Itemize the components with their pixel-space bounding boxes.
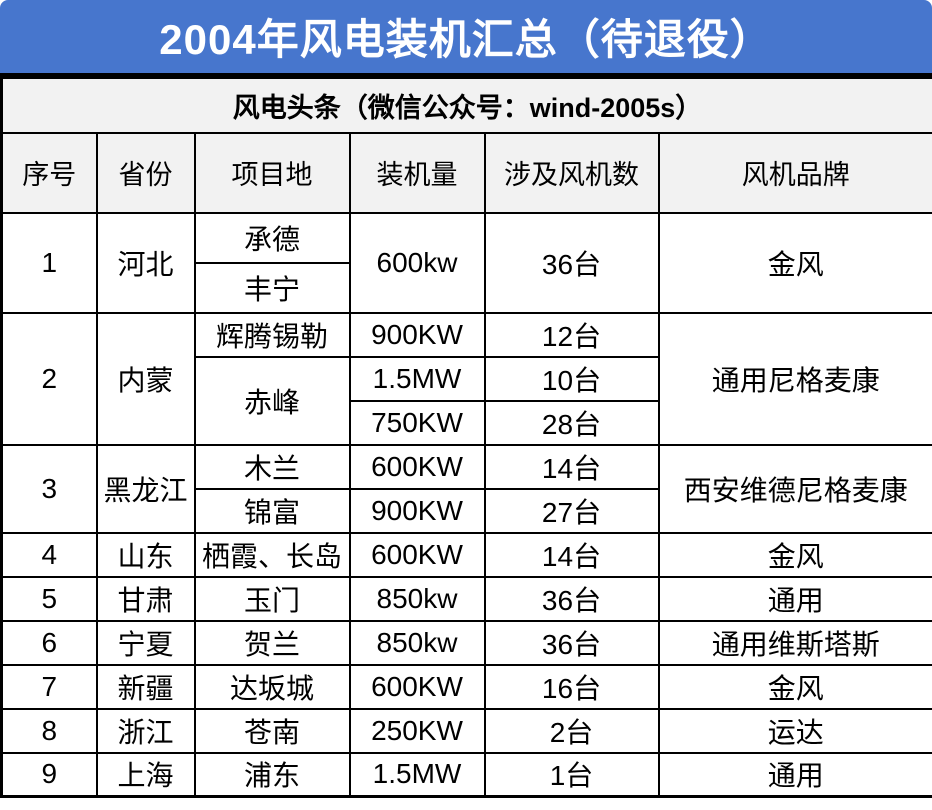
col-header-site: 项目地 [193,131,351,214]
cell-brand: 金风 [657,211,932,314]
col-header-turbine-count: 涉及风机数 [483,131,660,214]
cell-brand: 运达 [657,707,932,754]
cell-capacity: 1.5MW [348,355,486,402]
subtitle: 风电头条（微信公众号：wind-2005s） [0,76,932,134]
cell-site: 锦富 [193,487,351,534]
cell-site: 承德 [193,211,351,264]
cell-province: 新疆 [95,663,196,710]
cell-capacity: 1.5MW [348,751,486,798]
cell-capacity: 250KW [348,707,486,754]
cell-site: 苍南 [193,707,351,754]
wind-install-table: 风电头条（微信公众号：wind-2005s） 序号 省份 项目地 装机量 涉及风… [0,76,932,798]
cell-turbine-count: 1台 [483,751,660,798]
cell-province: 上海 [95,751,196,798]
cell-no: 6 [0,619,98,666]
cell-no: 5 [0,575,98,622]
cell-province: 山东 [95,531,196,578]
cell-no: 2 [0,311,98,446]
col-header-no: 序号 [0,131,98,214]
cell-turbine-count: 28台 [483,399,660,446]
table-row: 2 内蒙 辉腾锡勒 900KW 12台 通用尼格麦康 [0,311,932,446]
cell-turbine-count: 36台 [483,575,660,622]
cell-capacity: 900KW [348,487,486,534]
cell-capacity: 600KW [348,443,486,490]
cell-province: 内蒙 [95,311,196,446]
cell-brand: 通用 [657,751,932,798]
cell-province: 甘肃 [95,575,196,622]
cell-capacity: 600KW [348,663,486,710]
cell-province: 宁夏 [95,619,196,666]
table-row: 9 上海 浦东 1.5MW 1台 通用 [0,751,932,798]
title-bar: 2004年风电装机汇总（待退役） [0,0,932,76]
cell-site: 木兰 [193,443,351,490]
cell-no: 3 [0,443,98,534]
cell-brand: 金风 [657,663,932,710]
page-title: 2004年风电装机汇总（待退役） [159,16,773,63]
cell-capacity: 900KW [348,311,486,358]
cell-site: 浦东 [193,751,351,798]
cell-turbine-count: 12台 [483,311,660,358]
cell-brand: 金风 [657,531,932,578]
cell-turbine-count: 10台 [483,355,660,402]
cell-province: 浙江 [95,707,196,754]
cell-capacity: 850kw [348,619,486,666]
cell-brand: 通用维斯塔斯 [657,619,932,666]
cell-site: 达坂城 [193,663,351,710]
cell-capacity: 600kw [348,211,486,314]
cell-brand: 西安维德尼格麦康 [657,443,932,534]
cell-site: 贺兰 [193,619,351,666]
cell-capacity: 850kw [348,575,486,622]
cell-capacity: 750KW [348,399,486,446]
table-row: 5 甘肃 玉门 850kw 36台 通用 [0,575,932,622]
cell-site: 赤峰 [193,355,351,446]
cell-turbine-count: 36台 [483,619,660,666]
table-row: 1 河北 承德 600kw 36台 金风 [0,211,932,314]
table-row: 丰宁 [2,261,932,314]
cell-no: 1 [0,211,98,314]
table-row: 6 宁夏 贺兰 850kw 36台 通用维斯塔斯 [0,619,932,666]
table-row: 7 新疆 达坂城 600KW 16台 金风 [0,663,932,710]
cell-turbine-count: 14台 [483,443,660,490]
cell-no: 4 [0,531,98,578]
cell-turbine-count: 27台 [483,487,660,534]
cell-brand: 通用尼格麦康 [657,311,932,446]
cell-site: 栖霞、长岛 [193,531,351,578]
cell-capacity: 600KW [348,531,486,578]
cell-brand: 通用 [657,575,932,622]
cell-site: 辉腾锡勒 [193,311,351,358]
cell-turbine-count: 14台 [483,531,660,578]
cell-province: 黑龙江 [95,443,196,534]
table-row: 4 山东 栖霞、长岛 600KW 14台 金风 [0,531,932,578]
cell-site: 玉门 [193,575,351,622]
cell-province: 河北 [95,211,196,314]
col-header-brand: 风机品牌 [657,131,932,214]
table-row: 3 黑龙江 木兰 600KW 14台 西安维德尼格麦康 [0,443,932,534]
cell-no: 8 [0,707,98,754]
table-row: 锦富 900KW 27台 [2,487,932,534]
table-row: 赤峰 1.5MW 10台 [2,355,932,446]
col-header-capacity: 装机量 [348,131,486,214]
cell-turbine-count: 2台 [483,707,660,754]
cell-no: 7 [0,663,98,710]
subtitle-row: 风电头条（微信公众号：wind-2005s） [0,76,932,134]
cell-site: 丰宁 [193,261,351,314]
table-row: 750KW 28台 [2,399,932,446]
header-row: 序号 省份 项目地 装机量 涉及风机数 风机品牌 [0,131,932,214]
cell-turbine-count: 36台 [483,211,660,314]
table-row: 8 浙江 苍南 250KW 2台 运达 [0,707,932,754]
cell-turbine-count: 16台 [483,663,660,710]
col-header-province: 省份 [95,131,196,214]
cell-no: 9 [0,751,98,798]
